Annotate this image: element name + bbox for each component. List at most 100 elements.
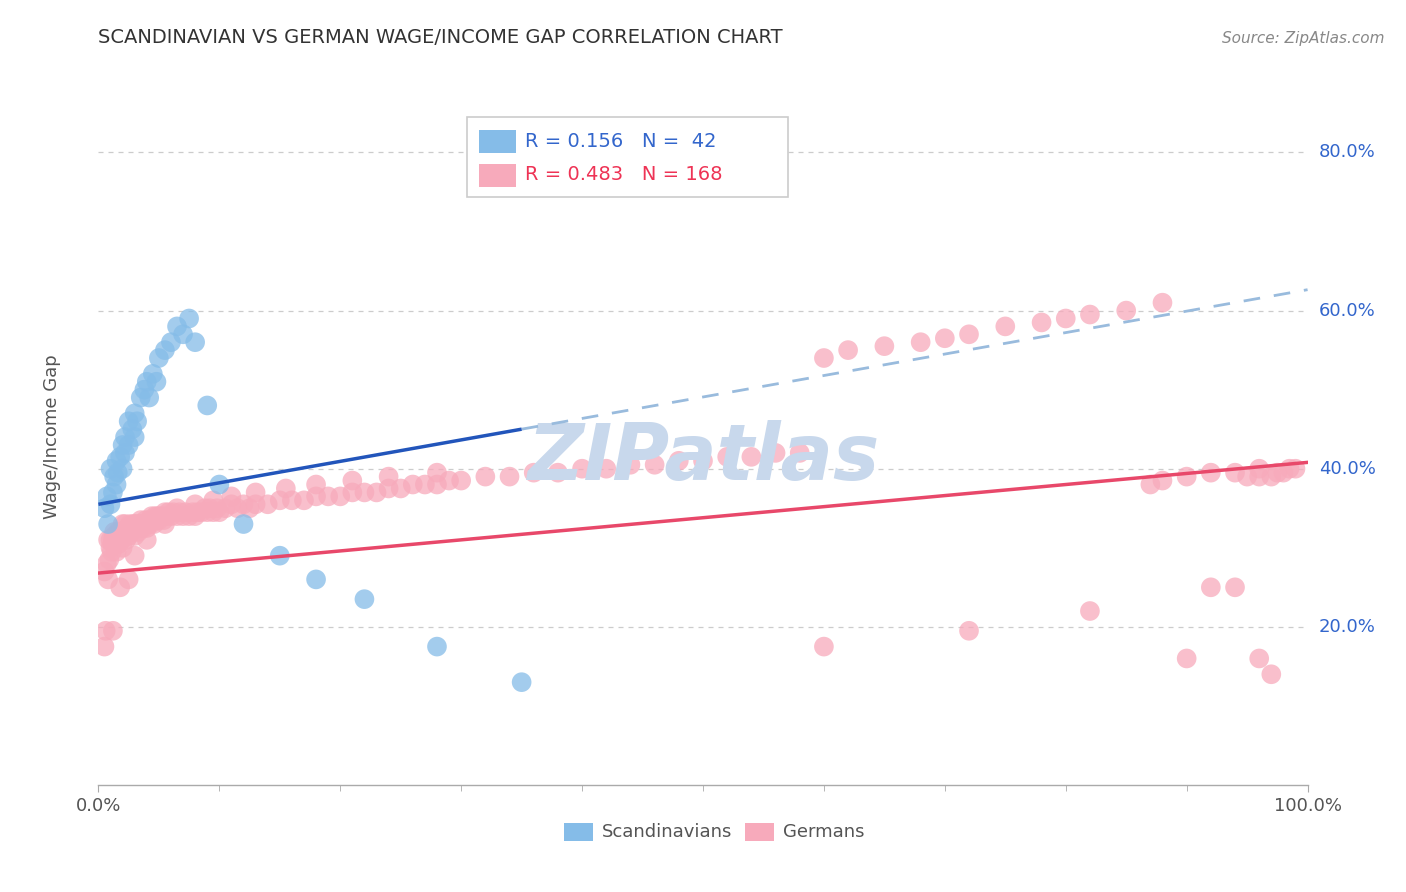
Point — [498, 469, 520, 483]
Point — [125, 521, 148, 535]
Point — [1278, 461, 1301, 475]
Point — [127, 524, 149, 539]
Text: R = 0.483   N = 168: R = 0.483 N = 168 — [526, 165, 723, 185]
Point — [305, 477, 328, 491]
Point — [1260, 469, 1282, 483]
Point — [107, 524, 129, 539]
Text: 40.0%: 40.0% — [1319, 459, 1375, 478]
Point — [100, 541, 122, 555]
Point — [100, 533, 122, 547]
Text: SCANDINAVIAN VS GERMAN WAGE/INCOME GAP CORRELATION CHART: SCANDINAVIAN VS GERMAN WAGE/INCOME GAP C… — [98, 29, 783, 47]
Point — [93, 565, 115, 579]
Point — [129, 391, 152, 405]
Point — [1272, 466, 1295, 480]
Point — [179, 509, 201, 524]
Point — [644, 458, 666, 472]
Point — [118, 573, 141, 587]
Point — [239, 501, 262, 516]
Point — [142, 367, 165, 381]
Point — [305, 573, 328, 587]
Point — [160, 335, 183, 350]
Point — [136, 516, 159, 531]
Point — [813, 640, 835, 654]
Point — [873, 339, 896, 353]
Point — [114, 524, 136, 539]
Point — [957, 624, 980, 638]
Point — [232, 516, 254, 531]
Point — [108, 537, 131, 551]
Point — [128, 516, 150, 531]
Point — [187, 505, 209, 519]
Text: 20.0%: 20.0% — [1319, 618, 1375, 636]
Point — [1249, 651, 1271, 665]
Point — [142, 513, 165, 527]
Text: 60.0%: 60.0% — [1319, 301, 1375, 319]
Point — [292, 493, 315, 508]
Point — [269, 549, 291, 563]
Point — [118, 414, 141, 428]
Point — [1199, 580, 1222, 594]
Point — [195, 399, 218, 413]
Point — [132, 521, 155, 535]
Point — [232, 497, 254, 511]
Point — [143, 509, 166, 524]
Point — [127, 414, 149, 428]
Point — [107, 466, 129, 480]
Point — [179, 311, 201, 326]
Point — [111, 438, 134, 452]
Point — [150, 509, 173, 524]
Point — [124, 516, 146, 531]
Point — [221, 489, 243, 503]
Point — [96, 557, 118, 571]
Point — [135, 533, 157, 547]
Point — [135, 521, 157, 535]
Point — [105, 529, 128, 543]
Point — [148, 351, 170, 365]
Point — [1284, 461, 1306, 475]
Point — [101, 533, 124, 547]
Point — [138, 391, 160, 405]
Point — [389, 482, 412, 496]
Bar — [564, 823, 593, 840]
Point — [202, 493, 225, 508]
Point — [377, 482, 399, 496]
Point — [1175, 651, 1198, 665]
Point — [426, 640, 449, 654]
Point — [115, 533, 138, 547]
Point — [1249, 469, 1271, 483]
Point — [110, 533, 132, 547]
Point — [101, 485, 124, 500]
Point — [1054, 311, 1077, 326]
Text: 80.0%: 80.0% — [1319, 144, 1375, 161]
Point — [111, 541, 134, 555]
Point — [124, 406, 146, 420]
Point — [108, 524, 131, 539]
Text: R = 0.156   N =  42: R = 0.156 N = 42 — [526, 132, 717, 151]
Point — [101, 624, 124, 638]
Point — [124, 529, 146, 543]
Text: ZIPatlas: ZIPatlas — [527, 420, 879, 496]
Text: Source: ZipAtlas.com: Source: ZipAtlas.com — [1222, 31, 1385, 46]
Point — [155, 509, 177, 524]
Point — [402, 477, 425, 491]
Point — [523, 466, 546, 480]
Point — [111, 516, 134, 531]
Point — [114, 446, 136, 460]
Bar — [467, 117, 787, 197]
Point — [118, 516, 141, 531]
Point — [141, 509, 163, 524]
Point — [190, 505, 212, 519]
Point — [143, 516, 166, 531]
Point — [1249, 461, 1271, 475]
Point — [194, 501, 217, 516]
Point — [1078, 308, 1101, 322]
Point — [377, 469, 399, 483]
Point — [1152, 474, 1174, 488]
Point — [121, 521, 143, 535]
Point — [166, 509, 188, 524]
Point — [145, 375, 167, 389]
Point — [103, 524, 125, 539]
Point — [120, 524, 142, 539]
Point — [1223, 466, 1246, 480]
Point — [202, 505, 225, 519]
